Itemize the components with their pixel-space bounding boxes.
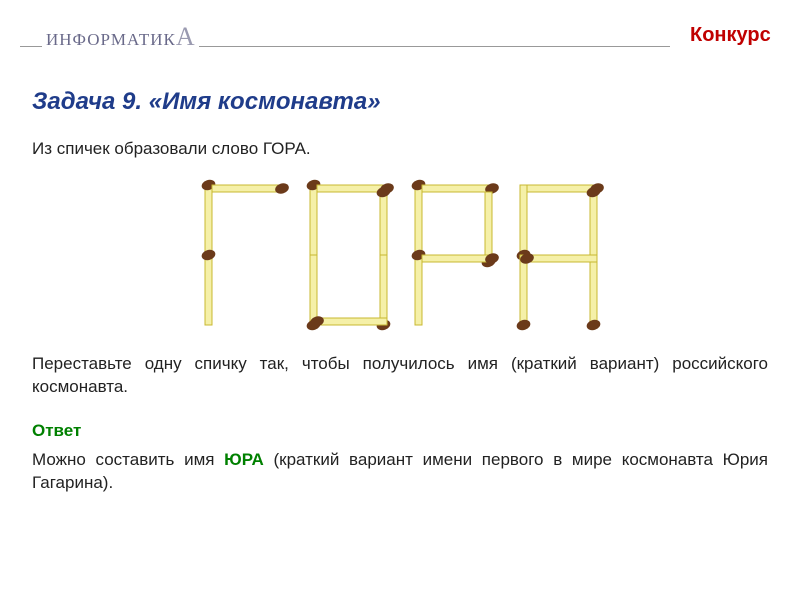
contest-label: Конкурс [690,24,780,46]
answer-highlight: ЮРА [224,450,264,469]
logo: ИНФОРМАТИКА [42,22,199,52]
answer-prefix: Можно составить имя [32,450,224,469]
intro-text: Из спичек образовали слово ГОРА. [32,138,768,161]
logo-suffix: А [176,22,195,51]
instruction-text: Переставьте одну спичку так, чтобы получ… [32,353,768,399]
answer-label: Ответ [32,421,768,441]
answer-text: Можно составить имя ЮРА (краткий вариант… [32,449,768,495]
task-title: Задача 9. «Имя космонавта» [32,88,768,116]
matchstick-figure [185,175,615,335]
logo-prefix: ИНФОРМАТИК [46,30,176,49]
